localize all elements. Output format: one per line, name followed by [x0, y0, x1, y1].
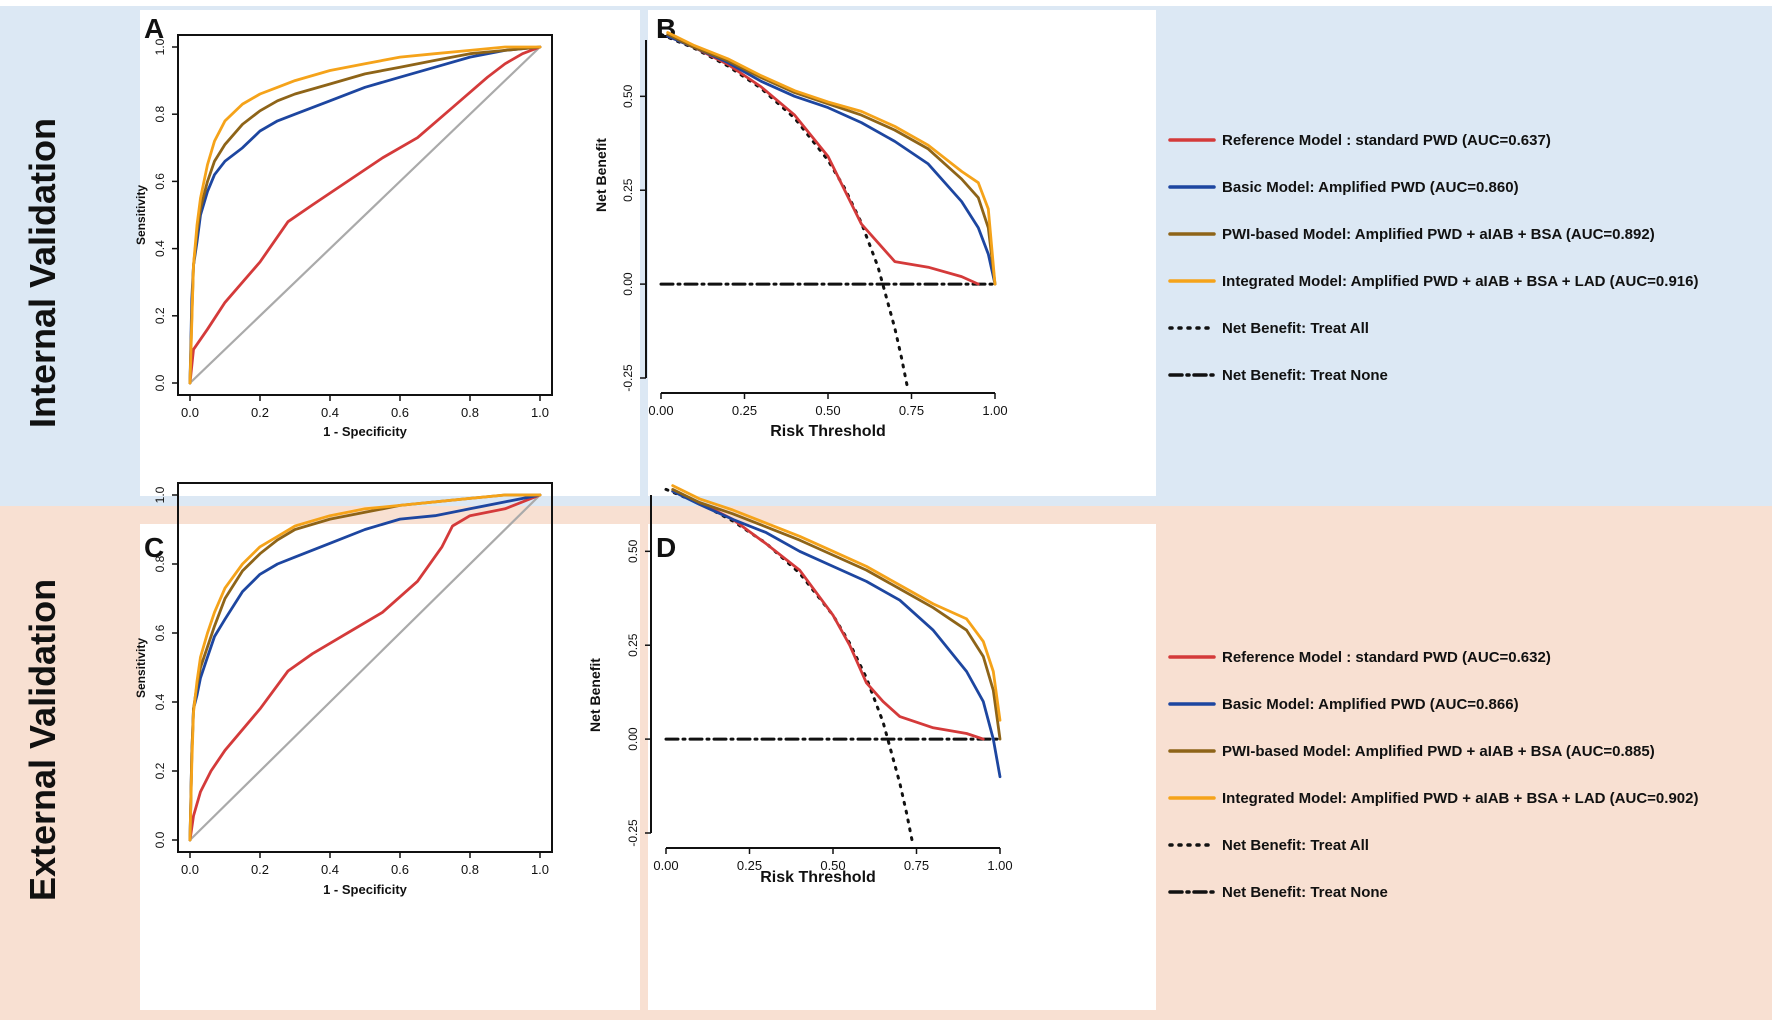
- y-tick-label: 0.00: [626, 727, 640, 751]
- x-tick-label: 0.75: [904, 858, 929, 873]
- legend-item-label: Integrated Model: Amplified PWD + aIAB +…: [1222, 273, 1698, 290]
- x-tick-label: 0.2: [251, 405, 269, 420]
- series-line-basic-model: [671, 489, 1002, 779]
- series-line-integrated-model: [671, 484, 1002, 722]
- y-tick-label: 0.25: [626, 633, 640, 657]
- x-axis-title: 1 - Specificity: [323, 424, 408, 439]
- y-tick-label: 1.0: [153, 38, 167, 55]
- x-tick-label: 0.8: [461, 405, 479, 420]
- x-tick-label: 0.25: [732, 403, 757, 418]
- series-line-integrated-model: [666, 31, 997, 286]
- x-tick-label: 1.00: [987, 858, 1012, 873]
- x-tick-label: 1.0: [531, 862, 549, 877]
- x-tick-label: 0.00: [648, 403, 673, 418]
- dca-chart-internal: 0.00 0.25 0.50 0.75 1.00 -0.25 0.00 0.25 0.50 Ris…: [593, 31, 1008, 440]
- roc-chart-external: 0.0 0.2 0.4 0.6 0.8 1.0 0.0 0.2 0.4 0.6 0.8 1.0 1 - …: [134, 482, 553, 897]
- x-tick-label: 0.0: [181, 405, 199, 420]
- series-line-reference-model: [188, 493, 542, 842]
- x-tick-label: 1.00: [982, 403, 1007, 418]
- legend-internal: Reference Model : standard PWD (AUC=0.63…: [1168, 132, 1698, 384]
- y-tick-label: 1.0: [153, 486, 167, 503]
- y-axis-title: Net Benefit: [587, 658, 603, 732]
- legend-item-label: PWI-based Model: Amplified PWD + aIAB + …: [1222, 226, 1655, 243]
- y-tick-label: 0.4: [153, 693, 167, 710]
- y-tick-label: -0.25: [626, 819, 640, 847]
- panel-b-bg: [648, 10, 1156, 496]
- x-tick-label: 0.00: [653, 858, 678, 873]
- y-tick-label: 0.8: [153, 106, 167, 123]
- y-axis-title: Sensitivity: [134, 185, 148, 245]
- y-tick-label: -0.25: [621, 364, 635, 392]
- series-line-net-benefit-treat-all: [664, 487, 915, 848]
- x-tick-label: 0.2: [251, 862, 269, 877]
- legend-item-label: Reference Model : standard PWD (AUC=0.63…: [1222, 649, 1551, 666]
- series-line-integrated-model: [188, 45, 542, 385]
- series-line-basic-model: [666, 34, 997, 286]
- y-tick-label: 0.25: [621, 178, 635, 202]
- panel-c-letter: C: [144, 532, 164, 563]
- series-line-reference-model: [666, 34, 980, 286]
- panel-d-bg: [648, 524, 1156, 1010]
- y-tick-label: 0.6: [153, 173, 167, 190]
- x-axis-title: 1 - Specificity: [323, 882, 408, 897]
- x-tick-label: 0.8: [461, 862, 479, 877]
- diagonal-reference-line: [189, 46, 541, 384]
- y-tick-label: 0.4: [153, 240, 167, 257]
- x-tick-label: 0.25: [737, 858, 762, 873]
- legend-external: Reference Model : standard PWD (AUC=0.63…: [1168, 649, 1698, 901]
- x-tick-label: 0.75: [899, 403, 924, 418]
- diagonal-reference-line: [189, 494, 541, 841]
- panel-a-bg: [140, 10, 640, 496]
- legend-item-label: Basic Model: Amplified PWD (AUC=0.866): [1222, 696, 1519, 713]
- series-line-integrated-model: [188, 493, 542, 842]
- x-tick-label: 0.50: [815, 403, 840, 418]
- y-tick-label: 0.8: [153, 555, 167, 572]
- dca-chart-external: 0.00 0.25 0.50 0.75 1.00-0.250.000.250.50Ris…: [587, 484, 1013, 886]
- plot-frame: [177, 482, 553, 853]
- section-external-label: External Validation: [22, 579, 63, 901]
- legend-item-label: Net Benefit: Treat All: [1222, 837, 1369, 854]
- y-tick-label: 0.0: [153, 374, 167, 391]
- y-tick-label: 0.2: [153, 762, 167, 779]
- y-axis-title: Sensitivity: [134, 638, 148, 698]
- roc-chart-internal: 0.0 0.2 0.4 0.6 0.8 1.0 0.0 0.2 0.4 0.6 0.8 1.0 1 - …: [134, 34, 553, 439]
- x-tick-label: 0.6: [391, 862, 409, 877]
- y-axis-title: Net Benefit: [593, 138, 609, 212]
- section-internal-label: Internal Validation: [22, 118, 63, 428]
- legend-item-label: Net Benefit: Treat None: [1222, 884, 1388, 901]
- y-tick-label: 0.2: [153, 307, 167, 324]
- x-tick-label: 0.4: [321, 862, 339, 877]
- x-tick-label: 0.0: [181, 862, 199, 877]
- plot-frame: [177, 34, 553, 396]
- y-tick-label: 0.50: [621, 84, 635, 108]
- series-line-reference-model: [188, 45, 542, 385]
- series-line-net-benefit-treat-all: [659, 32, 910, 393]
- legend-item-label: Net Benefit: Treat All: [1222, 320, 1369, 337]
- series-line-pwi-based-model: [671, 487, 1002, 741]
- legend-item-label: Reference Model : standard PWD (AUC=0.63…: [1222, 132, 1551, 149]
- panel-a-letter: A: [144, 13, 164, 44]
- legend-item-label: PWI-based Model: Amplified PWD + aIAB + …: [1222, 743, 1655, 760]
- y-tick-label: 0.50: [626, 539, 640, 563]
- x-tick-label: 0.4: [321, 405, 339, 420]
- series-line-basic-model: [188, 493, 542, 842]
- legend-item-label: Net Benefit: Treat None: [1222, 367, 1388, 384]
- panel-d-letter: D: [656, 532, 676, 563]
- x-axis-title: Risk Threshold: [760, 869, 876, 886]
- x-axis-title: Risk Threshold: [770, 423, 886, 440]
- x-tick-label: 0.6: [391, 405, 409, 420]
- legend-item-label: Integrated Model: Amplified PWD + aIAB +…: [1222, 790, 1698, 807]
- y-tick-label: 0.6: [153, 624, 167, 641]
- y-tick-label: 0.00: [621, 272, 635, 296]
- x-tick-label: 0.50: [820, 858, 845, 873]
- y-tick-label: 0.0: [153, 831, 167, 848]
- legend-item-label: Basic Model: Amplified PWD (AUC=0.860): [1222, 179, 1519, 196]
- x-tick-label: 1.0: [531, 405, 549, 420]
- series-line-pwi-based-model: [666, 33, 997, 286]
